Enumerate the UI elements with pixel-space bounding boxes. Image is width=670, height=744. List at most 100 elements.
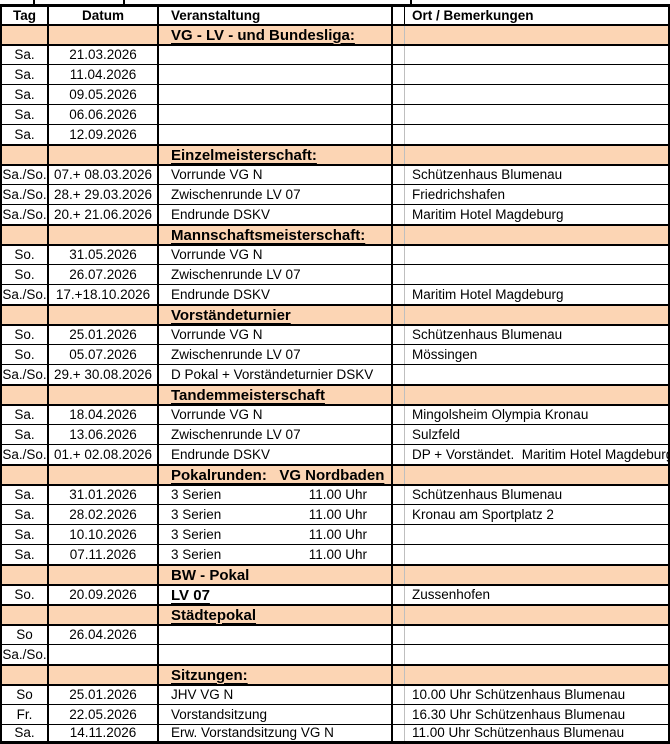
- datum-cell[interactable]: 28.02.2026: [49, 505, 159, 524]
- veranstaltung-cell[interactable]: [159, 626, 393, 644]
- tag-cell[interactable]: So.: [2, 345, 49, 364]
- col-header-veranstaltung[interactable]: Veranstaltung: [159, 7, 393, 24]
- datum-cell[interactable]: 05.07.2026: [49, 345, 159, 364]
- col-header-tag[interactable]: Tag: [2, 7, 49, 24]
- veranstaltung-cell[interactable]: Mannschaftsmeisterschaft:: [159, 226, 393, 244]
- veranstaltung-cell[interactable]: Zwischenrunde LV 07: [159, 345, 393, 364]
- tag-cell[interactable]: Sa./So.: [2, 285, 49, 304]
- veranstaltung-cell[interactable]: 3 Serien 11.00 Uhr: [159, 525, 393, 544]
- tag-cell[interactable]: Sa.: [2, 85, 49, 104]
- datum-cell[interactable]: [49, 26, 159, 44]
- veranstaltung-cell[interactable]: [159, 46, 393, 64]
- ort-cell[interactable]: [405, 265, 668, 284]
- tag-cell[interactable]: Sa.: [2, 46, 49, 64]
- veranstaltung-cell[interactable]: Endrunde DSKV: [159, 285, 393, 304]
- veranstaltung-cell[interactable]: Endrunde DSKV: [159, 445, 393, 464]
- datum-cell[interactable]: [49, 146, 159, 164]
- ort-cell[interactable]: Sulzfeld: [405, 425, 668, 444]
- datum-cell[interactable]: 17.+18.10.2026: [49, 285, 159, 304]
- ort-cell[interactable]: [405, 525, 668, 544]
- datum-cell[interactable]: 11.04.2026: [49, 65, 159, 84]
- ort-cell[interactable]: Kronau am Sportplatz 2: [405, 505, 668, 524]
- datum-cell[interactable]: [49, 386, 159, 404]
- ort-cell[interactable]: [405, 125, 668, 144]
- datum-cell[interactable]: 22.05.2026: [49, 705, 159, 724]
- tag-cell[interactable]: So.: [2, 326, 49, 344]
- ort-cell[interactable]: [405, 626, 668, 644]
- ort-cell[interactable]: Mössingen: [405, 345, 668, 364]
- ort-cell[interactable]: [405, 545, 668, 564]
- tag-cell[interactable]: [2, 386, 49, 404]
- veranstaltung-cell[interactable]: JHV VG N: [159, 686, 393, 704]
- tag-cell[interactable]: Sa./So.: [2, 445, 49, 464]
- veranstaltung-cell[interactable]: LV 07: [159, 586, 393, 604]
- tag-cell[interactable]: Sa.: [2, 425, 49, 444]
- veranstaltung-cell[interactable]: [159, 125, 393, 144]
- tag-cell[interactable]: Sa./So.: [2, 185, 49, 204]
- veranstaltung-cell[interactable]: [159, 85, 393, 104]
- veranstaltung-cell[interactable]: Pokalrunden: VG Nordbaden: [159, 466, 393, 484]
- datum-cell[interactable]: 14.11.2026: [49, 725, 159, 741]
- datum-cell[interactable]: 25.01.2026: [49, 686, 159, 704]
- ort-cell[interactable]: Friedrichshafen: [405, 185, 668, 204]
- datum-cell[interactable]: 06.06.2026: [49, 105, 159, 124]
- ort-cell[interactable]: [405, 306, 668, 324]
- tag-cell[interactable]: Sa.: [2, 525, 49, 544]
- datum-cell[interactable]: [49, 645, 159, 664]
- ort-cell[interactable]: [405, 666, 668, 684]
- datum-cell[interactable]: [49, 666, 159, 684]
- veranstaltung-cell[interactable]: D Pokal + Vorständeturnier DSKV: [159, 365, 393, 384]
- ort-cell[interactable]: [405, 466, 668, 484]
- datum-cell[interactable]: [49, 566, 159, 584]
- tag-cell[interactable]: [2, 226, 49, 244]
- ort-cell[interactable]: [405, 146, 668, 164]
- tag-cell[interactable]: [2, 146, 49, 164]
- veranstaltung-cell[interactable]: Vorstandsitzung: [159, 705, 393, 724]
- tag-cell[interactable]: So.: [2, 265, 49, 284]
- tag-cell[interactable]: Sa./So.: [2, 205, 49, 224]
- ort-cell[interactable]: 10.00 Uhr Schützenhaus Blumenau: [405, 686, 668, 704]
- tag-cell[interactable]: Sa.: [2, 105, 49, 124]
- tag-cell[interactable]: Sa.: [2, 486, 49, 504]
- tag-cell[interactable]: Sa.: [2, 65, 49, 84]
- datum-cell[interactable]: 26.07.2026: [49, 265, 159, 284]
- ort-cell[interactable]: [405, 246, 668, 264]
- ort-cell[interactable]: Schützenhaus Blumenau: [405, 486, 668, 504]
- ort-cell[interactable]: [405, 105, 668, 124]
- datum-cell[interactable]: 07.+ 08.03.2026: [49, 166, 159, 184]
- veranstaltung-cell[interactable]: BW - Pokal: [159, 566, 393, 584]
- veranstaltung-cell[interactable]: Vorrunde VG N: [159, 326, 393, 344]
- tag-cell[interactable]: Sa.: [2, 725, 49, 741]
- veranstaltung-cell[interactable]: Vorständeturnier: [159, 306, 393, 324]
- tag-cell[interactable]: So.: [2, 586, 49, 604]
- ort-cell[interactable]: Schützenhaus Blumenau: [405, 166, 668, 184]
- datum-cell[interactable]: 20.09.2026: [49, 586, 159, 604]
- veranstaltung-cell[interactable]: Vorrunde VG N: [159, 246, 393, 264]
- veranstaltung-cell[interactable]: Tandemmeisterschaft: [159, 386, 393, 404]
- tag-cell[interactable]: Sa./So.: [2, 166, 49, 184]
- tag-cell[interactable]: Sa./So.: [2, 645, 49, 664]
- tag-cell[interactable]: [2, 306, 49, 324]
- datum-cell[interactable]: 09.05.2026: [49, 85, 159, 104]
- veranstaltung-cell[interactable]: Einzelmeisterschaft:: [159, 146, 393, 164]
- datum-cell[interactable]: [49, 606, 159, 624]
- tag-cell[interactable]: So.: [2, 246, 49, 264]
- tag-cell[interactable]: Sa.: [2, 505, 49, 524]
- tag-cell[interactable]: Sa.: [2, 545, 49, 564]
- ort-cell[interactable]: [405, 46, 668, 64]
- veranstaltung-cell[interactable]: Zwischenrunde LV 07: [159, 425, 393, 444]
- ort-cell[interactable]: Zussenhofen: [405, 586, 668, 604]
- datum-cell[interactable]: 18.04.2026: [49, 406, 159, 424]
- ort-cell[interactable]: [405, 365, 668, 384]
- tag-cell[interactable]: [2, 666, 49, 684]
- veranstaltung-cell[interactable]: 3 Serien 11.00 Uhr: [159, 505, 393, 524]
- datum-cell[interactable]: 28.+ 29.03.2026: [49, 185, 159, 204]
- veranstaltung-cell[interactable]: Zwischenrunde LV 07: [159, 265, 393, 284]
- datum-cell[interactable]: 07.11.2026: [49, 545, 159, 564]
- ort-cell[interactable]: Mingolsheim Olympia Kronau: [405, 406, 668, 424]
- ort-cell[interactable]: [405, 606, 668, 624]
- ort-cell[interactable]: [405, 566, 668, 584]
- ort-cell[interactable]: [405, 65, 668, 84]
- tag-cell[interactable]: [2, 26, 49, 44]
- tag-cell[interactable]: [2, 606, 49, 624]
